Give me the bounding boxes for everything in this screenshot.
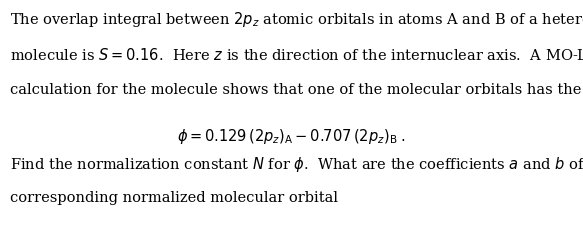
Text: molecule is $S = 0.16$.  Here $z$ is the direction of the internuclear axis.  A : molecule is $S = 0.16$. Here $z$ is the … bbox=[10, 47, 583, 63]
Text: The overlap integral between $2p_z$ atomic orbitals in atoms A and B of a hetero: The overlap integral between $2p_z$ atom… bbox=[10, 10, 583, 30]
Text: corresponding normalized molecular orbital: corresponding normalized molecular orbit… bbox=[10, 191, 339, 205]
Text: Find the normalization constant $N$ for $\phi$.  What are the coefficients $a$ a: Find the normalization constant $N$ for … bbox=[10, 155, 583, 174]
Text: calculation for the molecule shows that one of the molecular orbitals has the fo: calculation for the molecule shows that … bbox=[10, 83, 583, 97]
Text: $\phi = 0.129\,(2p_z)_{\mathrm{A}} - 0.707\,(2p_z)_{\mathrm{B}}\;.$: $\phi = 0.129\,(2p_z)_{\mathrm{A}} - 0.7… bbox=[177, 127, 406, 146]
